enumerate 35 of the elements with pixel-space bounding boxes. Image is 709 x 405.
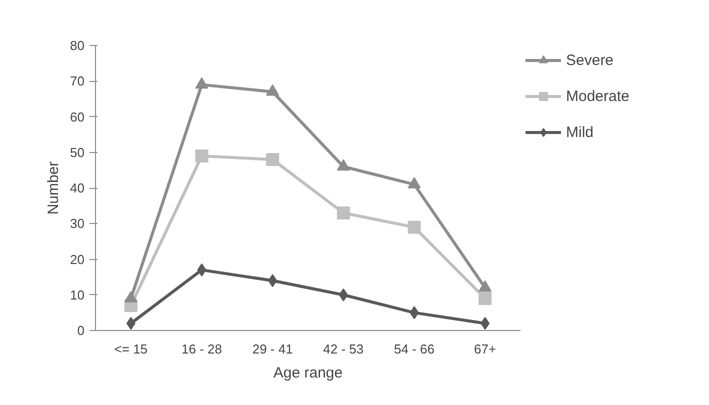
point bbox=[197, 263, 206, 276]
x-tick-label: 29 - 41 bbox=[252, 342, 293, 356]
legend-label: Mild bbox=[566, 124, 594, 140]
point bbox=[268, 274, 278, 288]
y-tick-label: 60 bbox=[70, 109, 85, 124]
x-tick-label: 54 - 66 bbox=[394, 342, 434, 356]
point bbox=[336, 206, 350, 220]
point bbox=[410, 306, 419, 320]
point bbox=[126, 316, 136, 330]
y-tick-label: 30 bbox=[70, 216, 85, 232]
x-tick-label: 42 - 53 bbox=[323, 342, 364, 356]
point bbox=[338, 288, 348, 302]
y-axis-title: Number bbox=[45, 161, 62, 215]
legend-label: Severe bbox=[566, 52, 614, 68]
x-tick-label: <= 15 bbox=[114, 342, 148, 356]
y-tick-label: 50 bbox=[70, 144, 85, 160]
y-tick-label: 70 bbox=[70, 74, 85, 89]
x-tick-label: 67+ bbox=[474, 342, 496, 356]
point bbox=[478, 292, 492, 305]
point bbox=[480, 316, 490, 330]
point bbox=[195, 149, 208, 162]
point bbox=[336, 159, 350, 171]
y-tick-label: 10 bbox=[70, 287, 85, 302]
point bbox=[408, 177, 421, 188]
legend-label: Moderate bbox=[566, 88, 630, 104]
y-tick-label: 20 bbox=[70, 252, 85, 267]
point bbox=[195, 77, 208, 89]
point bbox=[266, 153, 280, 166]
point bbox=[266, 84, 280, 96]
x-tick-label: 16 - 28 bbox=[182, 342, 222, 356]
y-tick-label: 0 bbox=[77, 323, 85, 338]
point bbox=[408, 220, 421, 234]
y-tick-label: 80 bbox=[70, 38, 85, 53]
y-tick-label: 40 bbox=[70, 180, 85, 196]
x-axis-title: Age range bbox=[273, 364, 343, 382]
